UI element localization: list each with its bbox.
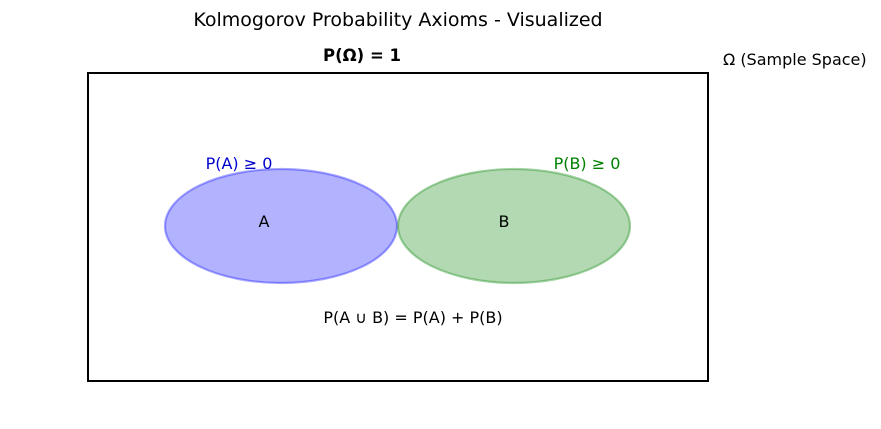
additivity-label: P(A ∪ B) = P(A) + P(B) (323, 308, 502, 327)
event-a-ellipse (163, 167, 399, 285)
normalization-label: P(Ω) = 1 (323, 46, 401, 65)
event-b-axiom-label: P(B) ≥ 0 (554, 154, 621, 173)
event-a-axiom-label: P(A) ≥ 0 (206, 154, 273, 173)
event-b-ellipse (396, 167, 632, 285)
sample-space-label: Ω (Sample Space) (723, 50, 867, 69)
event-a-name: A (259, 212, 270, 231)
diagram-title: Kolmogorov Probability Axioms - Visualiz… (193, 9, 602, 31)
event-b-name: B (499, 212, 510, 231)
sample-space-box (87, 72, 709, 382)
